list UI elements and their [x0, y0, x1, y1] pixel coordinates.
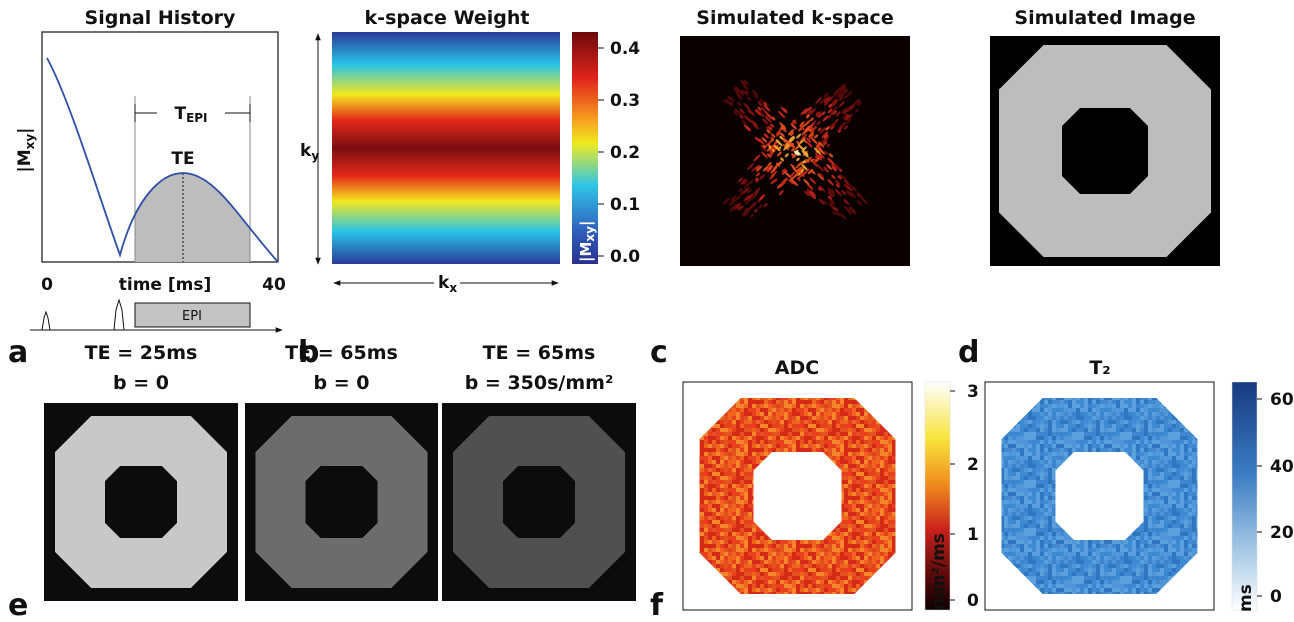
colorbar-tick-label: 0.2: [610, 143, 640, 163]
colorbar-tick-label: 0.0: [610, 247, 640, 267]
colorbar-tick-label: 0.4: [610, 39, 640, 59]
rf-pulse: [114, 300, 124, 330]
label-main: |M: [15, 149, 35, 172]
panel-f: f ADC 3 2 1 0 mm²/ms T₂ 60 40 20 0 ms: [650, 357, 1294, 622]
panel-title: Simulated k-space: [696, 7, 893, 29]
colorbar-tick-label: 1: [967, 525, 979, 545]
colorbar-tick-label: 20: [1270, 523, 1294, 543]
colorbar-label: mm²/ms: [929, 533, 949, 610]
colorbar-tick-label: 0.3: [610, 91, 640, 111]
colorbar-tick-label: 0: [967, 591, 979, 611]
panel-e: e TE = 25ms b = 0 TE = 65ms b = 0 TE = 65ms b…: [8, 342, 636, 622]
label-main: k: [438, 273, 450, 293]
label-sub: EPI: [186, 111, 207, 125]
image-label: TE = 25ms: [85, 342, 198, 364]
figure: Signal History TEPI TE |Mxy| 0 40 time […: [0, 0, 1294, 622]
colorbar-tick-label: 0: [1270, 587, 1282, 607]
epi-label: EPI: [182, 309, 202, 324]
panel-a: Signal History TEPI TE |Mxy| 0 40 time […: [8, 7, 286, 370]
panel-letter: c: [650, 335, 668, 370]
panel-letter: a: [8, 335, 28, 370]
label-main: k: [300, 141, 312, 161]
panel-title: k-space Weight: [365, 7, 530, 29]
label-main: |M: [577, 242, 596, 262]
colorbar-label: ms: [1236, 584, 1256, 612]
label-end: |: [577, 221, 596, 226]
image-label: b = 0: [314, 372, 370, 394]
colorbar-tick-label: 2: [967, 455, 979, 475]
x-tick-label: 40: [262, 275, 286, 295]
label-sub: y: [311, 149, 319, 163]
colorbar-tick-label: 60: [1270, 390, 1294, 410]
label-sub: x: [449, 281, 457, 295]
image-label: b = 350s/mm²: [465, 372, 614, 394]
panel-title: Simulated Image: [1014, 7, 1195, 29]
colorbar-tick-label: 0.1: [610, 195, 640, 215]
x-tick-label: 0: [41, 275, 53, 295]
rf-pulse: [42, 312, 50, 330]
label-sub: xy: [23, 134, 37, 150]
panel-c: Simulated k-space c: [650, 7, 910, 370]
panel-letter: d: [958, 335, 979, 370]
map-title: T₂: [1089, 357, 1110, 379]
image-label: TE = 65ms: [285, 342, 398, 364]
te-label: TE: [171, 149, 194, 169]
panel-title: Signal History: [85, 7, 237, 29]
colorbar-tick-label: 40: [1270, 457, 1294, 477]
panel-letter: f: [650, 588, 664, 622]
weight-map: [332, 32, 560, 264]
image-label: TE = 65ms: [483, 342, 596, 364]
y-label: |Mxy|: [15, 128, 37, 173]
panel-b: k-space Weight ky kx 0.40.30.20.10.0 |Mx…: [296, 7, 640, 370]
colorbar-tick-label: 3: [967, 382, 979, 402]
t-epi-label: TEPI: [174, 104, 207, 125]
label-main: T: [174, 104, 186, 124]
panel-letter: e: [8, 588, 28, 622]
x-label: time [ms]: [119, 275, 212, 295]
colorbar: [1232, 382, 1257, 610]
area-fill: [135, 173, 250, 262]
ky-label: ky: [300, 141, 319, 163]
label-end: |: [15, 128, 35, 134]
panel-d: Simulated Image d: [958, 7, 1220, 370]
map-title: ADC: [775, 357, 819, 379]
image-label: b = 0: [113, 372, 169, 394]
label-sub: xy: [583, 226, 597, 242]
